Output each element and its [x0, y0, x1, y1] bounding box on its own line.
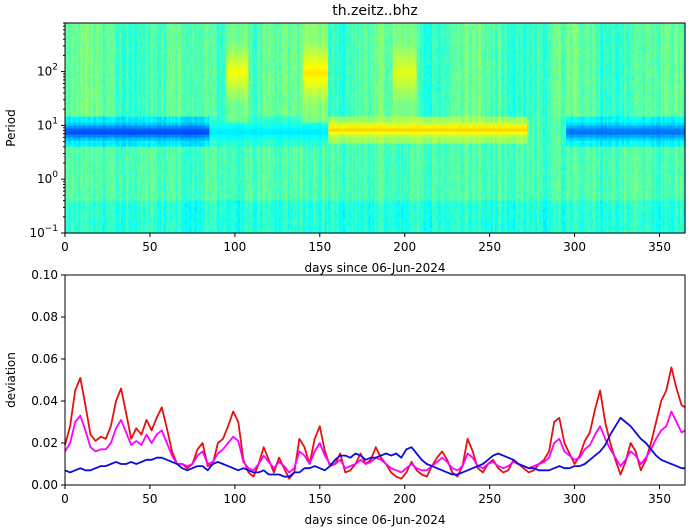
chart-title: th.zeitz..bhz: [332, 3, 418, 19]
heatmap-cells: [65, 23, 686, 234]
